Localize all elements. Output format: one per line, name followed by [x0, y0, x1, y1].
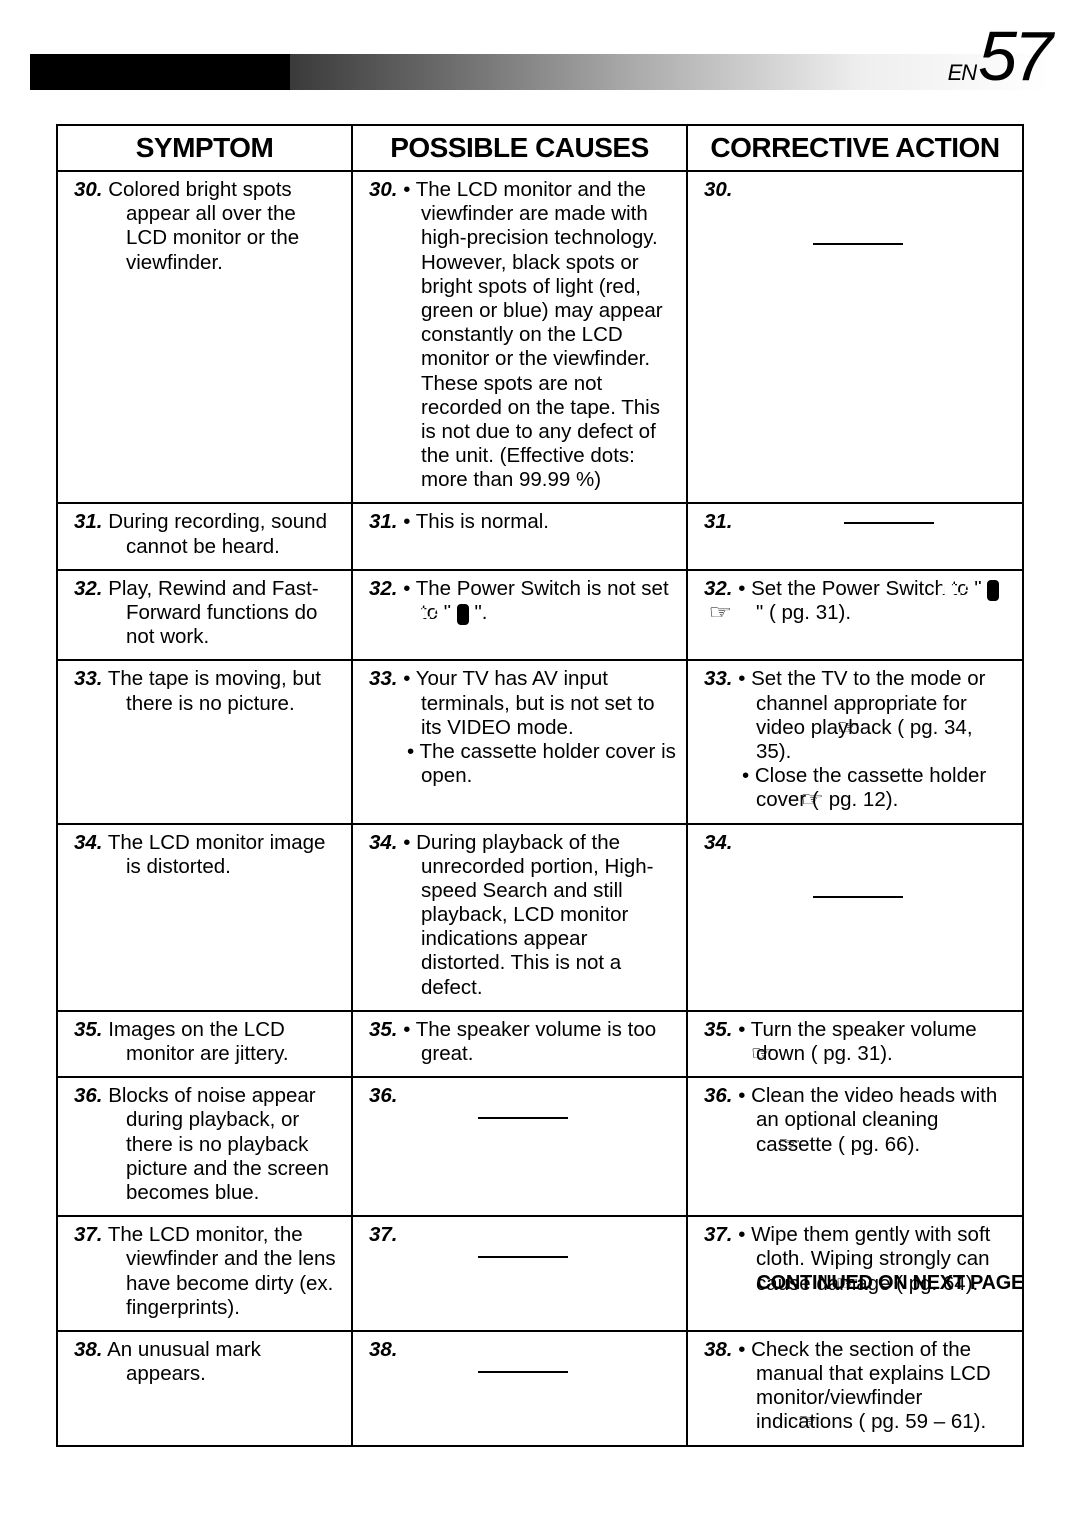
cause-cell: 30. • The LCD monitor and the viewfinder… [353, 172, 688, 502]
dash-icon [704, 202, 1012, 246]
header-symptom: SYMPTOM [58, 126, 353, 170]
cause-cell: 36. [353, 1078, 688, 1215]
cause-cell: 38. [353, 1332, 688, 1445]
page-number-value: 57 [978, 16, 1050, 96]
dash-icon [704, 855, 1012, 899]
symptom-cell: 30. Colored bright spots appear all over… [58, 172, 353, 502]
page-number: EN 57 [948, 16, 1050, 96]
action-cell: 34. [688, 825, 1022, 1010]
table-row: 35. Images on the LCD monitor are jitter… [58, 1012, 1022, 1078]
cause-cell: 37. [353, 1217, 688, 1330]
page-en-label: EN [948, 60, 977, 86]
action-cell: 30. [688, 172, 1022, 502]
troubleshooting-table: SYMPTOM POSSIBLE CAUSES CORRECTIVE ACTIO… [56, 124, 1024, 1447]
action-cell: 38. • Check the section of the manual th… [688, 1332, 1022, 1445]
header-black-block [30, 54, 290, 90]
table-row: 30. Colored bright spots appear all over… [58, 172, 1022, 504]
symptom-cell: 32. Play, Rewind and Fast-Forward functi… [58, 571, 353, 660]
symptom-cell: 33. The tape is moving, but there is no … [58, 661, 353, 822]
header-gradient [290, 54, 1050, 90]
action-cell: 33. • Set the TV to the mode or channel … [688, 661, 1022, 822]
action-cell: 31. [688, 504, 1022, 568]
header-action: CORRECTIVE ACTION [688, 126, 1022, 170]
cause-cell: 31. • This is normal. [353, 504, 688, 568]
header-band: EN 57 [30, 30, 1050, 90]
table-row: 38. An unusual mark appears.38.38. • Che… [58, 1332, 1022, 1445]
table-row: 31. During recording, sound cannot be he… [58, 504, 1022, 570]
dash-icon [369, 1108, 676, 1120]
table-row: 34. The LCD monitor image is distorted.3… [58, 825, 1022, 1012]
table-row: 33. The tape is moving, but there is no … [58, 661, 1022, 824]
symptom-cell: 36. Blocks of noise appear during playba… [58, 1078, 353, 1215]
symptom-cell: 35. Images on the LCD monitor are jitter… [58, 1012, 353, 1076]
dash-icon [844, 513, 1012, 525]
action-cell: 35. • Turn the speaker volume down (☞ pg… [688, 1012, 1022, 1076]
cause-cell: 32. • The Power Switch is not set to " P… [353, 571, 688, 660]
symptom-cell: 37. The LCD monitor, the viewfinder and … [58, 1217, 353, 1330]
action-cell: 36. • Clean the video heads with an opti… [688, 1078, 1022, 1215]
cause-cell: 35. • The speaker volume is too great. [353, 1012, 688, 1076]
table-row: 36. Blocks of noise appear during playba… [58, 1078, 1022, 1217]
table-header-row: SYMPTOM POSSIBLE CAUSES CORRECTIVE ACTIO… [58, 126, 1022, 172]
symptom-cell: 34. The LCD monitor image is distorted. [58, 825, 353, 1010]
header-causes: POSSIBLE CAUSES [353, 126, 688, 170]
dash-icon [369, 1362, 676, 1374]
symptom-cell: 31. During recording, sound cannot be he… [58, 504, 353, 568]
cause-cell: 34. • During playback of the unrecorded … [353, 825, 688, 1010]
cause-cell: 33. • Your TV has AV input terminals, bu… [353, 661, 688, 822]
table-row: 32. Play, Rewind and Fast-Forward functi… [58, 571, 1022, 662]
symptom-cell: 38. An unusual mark appears. [58, 1332, 353, 1445]
continued-footer: CONTINUED ON NEXT PAGE [757, 1272, 1025, 1295]
action-cell: 32. • Set the Power Switch to " PLAY " (… [688, 571, 1022, 660]
dash-icon [369, 1247, 676, 1259]
